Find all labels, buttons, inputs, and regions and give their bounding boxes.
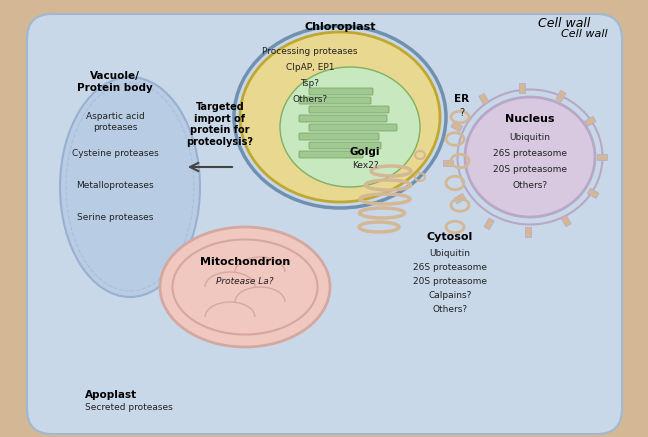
Bar [519, 83, 525, 93]
Text: Targeted
import of
protein for
proteolysis?: Targeted import of protein for proteolys… [187, 102, 253, 147]
Text: Cell wall: Cell wall [561, 29, 608, 39]
Bar [561, 215, 571, 227]
Text: Golgi: Golgi [350, 147, 380, 157]
Text: Metalloproteases: Metalloproteases [76, 181, 154, 191]
Bar [479, 94, 489, 105]
Text: 26S proteasome: 26S proteasome [413, 264, 487, 273]
Text: Cysteine proteases: Cysteine proteases [72, 149, 158, 159]
Text: ?: ? [459, 108, 465, 118]
Text: Serine proteases: Serine proteases [77, 214, 153, 222]
Text: Cell wall: Cell wall [538, 17, 590, 30]
Bar [525, 227, 531, 237]
Bar [556, 90, 566, 102]
FancyBboxPatch shape [299, 133, 379, 140]
FancyBboxPatch shape [309, 124, 397, 131]
Ellipse shape [465, 97, 595, 217]
Bar [484, 218, 494, 230]
Text: Aspartic acid
proteases: Aspartic acid proteases [86, 112, 145, 132]
FancyBboxPatch shape [299, 115, 387, 122]
Text: 20S proteasome: 20S proteasome [413, 277, 487, 287]
Text: Ubiquitin: Ubiquitin [509, 132, 551, 142]
Bar [454, 194, 466, 204]
Text: Vacuole/
Protein body: Vacuole/ Protein body [77, 71, 153, 93]
Text: Cytosol: Cytosol [427, 232, 473, 242]
Bar [443, 160, 453, 166]
Text: 20S proteasome: 20S proteasome [493, 164, 567, 173]
Text: Calpains?: Calpains? [428, 291, 472, 301]
Text: Chloroplast: Chloroplast [305, 22, 376, 32]
Text: Kex2?: Kex2? [352, 160, 378, 170]
Ellipse shape [160, 227, 330, 347]
Text: Processing proteases: Processing proteases [262, 48, 358, 56]
Text: Protease La?: Protease La? [216, 277, 273, 287]
Text: Others?: Others? [432, 305, 468, 315]
Text: Mitochondrion: Mitochondrion [200, 257, 290, 267]
Text: Others?: Others? [513, 180, 548, 190]
Text: Ubiquitin: Ubiquitin [430, 250, 470, 259]
FancyBboxPatch shape [309, 142, 381, 149]
Text: ER: ER [454, 94, 470, 104]
Text: Secreted proteases: Secreted proteases [85, 402, 173, 412]
Text: ClpAP, EP1: ClpAP, EP1 [286, 63, 334, 73]
Text: Others?: Others? [292, 96, 327, 104]
FancyBboxPatch shape [27, 14, 622, 434]
Bar [451, 121, 463, 132]
FancyBboxPatch shape [299, 151, 363, 158]
Ellipse shape [60, 77, 200, 297]
FancyBboxPatch shape [309, 106, 389, 113]
Bar [584, 116, 596, 126]
FancyBboxPatch shape [309, 88, 373, 95]
Ellipse shape [240, 32, 440, 202]
Text: Tsp?: Tsp? [301, 80, 319, 89]
Text: Apoplast: Apoplast [85, 390, 137, 400]
Text: 26S proteasome: 26S proteasome [493, 149, 567, 157]
Bar [587, 188, 599, 198]
Ellipse shape [280, 67, 420, 187]
Text: Nucleus: Nucleus [505, 114, 555, 124]
FancyBboxPatch shape [299, 97, 371, 104]
Bar [597, 154, 607, 160]
